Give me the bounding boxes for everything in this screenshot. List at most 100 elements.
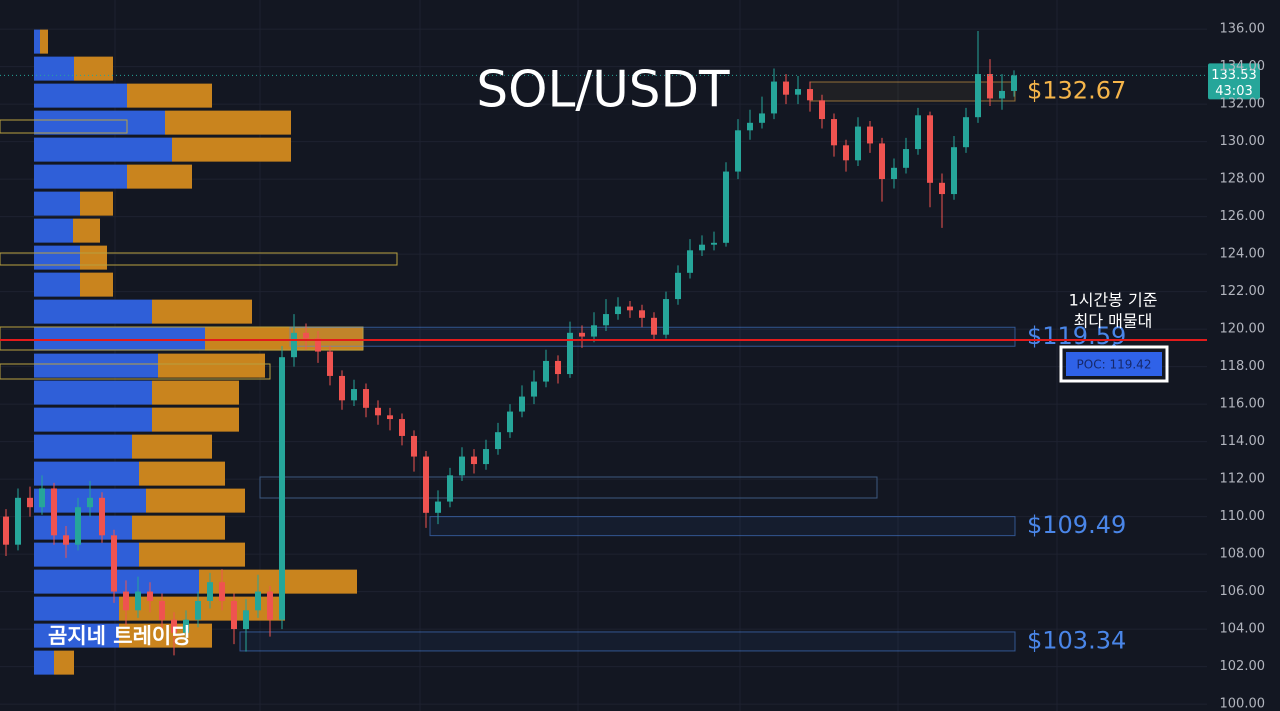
profile-buy: [34, 245, 80, 270]
candle-body: [111, 535, 117, 592]
profile-sell: [54, 650, 74, 675]
candle-body: [51, 488, 57, 536]
level-label: $119.59: [1027, 322, 1126, 350]
y-tick-label: 112.00: [1220, 472, 1266, 487]
zone-box: [0, 326, 364, 351]
profile-sell: [80, 191, 113, 216]
profile-buy: [34, 623, 119, 648]
profile-sell: [80, 245, 107, 270]
candle-body: [339, 375, 345, 401]
candle-body: [579, 332, 585, 337]
y-tick-label: 132.00: [1220, 97, 1266, 112]
y-tick-label: 130.00: [1220, 134, 1266, 149]
profile-sell: [139, 461, 225, 486]
candle-body: [255, 591, 261, 611]
profile-sell: [165, 110, 291, 135]
candle-body: [903, 149, 909, 168]
candle-body: [495, 432, 501, 450]
candle-body: [87, 497, 93, 508]
candle-body: [999, 90, 1005, 99]
level-label: $109.49: [1027, 511, 1126, 539]
level-zone: [239, 631, 1016, 652]
zone-box: [0, 119, 128, 134]
annotation: 최다 매물대: [1074, 312, 1153, 331]
candle-body: [207, 582, 213, 601]
candle-body: [591, 325, 597, 337]
last-price: 133.53: [1211, 68, 1257, 83]
profile-buy: [34, 326, 205, 351]
candle-body: [651, 317, 657, 335]
profile-sell: [127, 83, 212, 108]
candle-body: [219, 582, 225, 601]
candle-body: [963, 117, 969, 148]
profile-buy: [34, 461, 139, 486]
profile-sell: [74, 56, 113, 81]
profile-buy: [34, 650, 54, 675]
candle-body: [159, 600, 165, 620]
candle-body: [327, 351, 333, 376]
candle-body: [927, 115, 933, 183]
profile-buy: [34, 110, 165, 135]
candle-body: [27, 497, 33, 508]
profile-sell: [158, 353, 265, 378]
y-tick-label: 116.00: [1220, 397, 1266, 412]
profile-sell: [132, 434, 212, 459]
y-tick-label: 108.00: [1220, 547, 1266, 562]
profile-buy: [34, 164, 127, 189]
candle-body: [819, 100, 825, 120]
candle-body: [723, 171, 729, 243]
profile-sell: [40, 29, 48, 54]
level-label: $132.67: [1027, 77, 1126, 105]
candle-body: [747, 122, 753, 131]
profile-sell: [119, 623, 212, 648]
profile-buy: [34, 29, 40, 54]
candle-body: [567, 332, 573, 375]
candle-body: [375, 407, 381, 416]
candle-body: [267, 591, 273, 620]
candle-body: [243, 610, 249, 630]
watermark: 곰지네 트레이딩: [48, 624, 191, 648]
profile-sell: [127, 164, 192, 189]
candle-body: [99, 497, 105, 536]
candle-body: [435, 501, 441, 513]
profile-buy: [34, 299, 152, 324]
candle-body: [351, 389, 357, 401]
profile-buy: [34, 515, 132, 540]
y-tick-label: 124.00: [1220, 247, 1266, 262]
candle-body: [399, 419, 405, 436]
profile-buy: [34, 218, 73, 243]
level-zone: [429, 516, 1016, 537]
zones: [0, 119, 878, 499]
candle-body: [147, 591, 153, 601]
candle-body: [663, 299, 669, 335]
annotation: 1시간봉 기준: [1069, 291, 1158, 310]
profile-sell: [80, 272, 113, 297]
profile-buy: [34, 596, 119, 621]
zone-box: [0, 252, 398, 266]
candle-body: [363, 389, 369, 408]
profile-buy: [34, 83, 127, 108]
candle-body: [675, 272, 681, 300]
candle-body: [831, 119, 837, 146]
candle-body: [63, 535, 69, 545]
candles: [3, 30, 1017, 656]
candle-body: [555, 360, 561, 375]
candle-body: [447, 475, 453, 502]
candle-body: [543, 360, 549, 382]
candle-body: [627, 306, 633, 311]
candle-body: [507, 411, 513, 433]
grid: [0, 28, 1207, 705]
profile-buy: [34, 353, 158, 378]
candle-body: [939, 182, 945, 195]
y-tick-label: 100.00: [1220, 697, 1266, 711]
profile-buy: [34, 191, 80, 216]
candle-body: [867, 126, 873, 144]
candle-body: [735, 130, 741, 172]
candle-body: [783, 81, 789, 95]
volume-profile: [34, 29, 363, 675]
candle-body: [135, 591, 141, 611]
profile-sell: [152, 299, 252, 324]
candle-body: [615, 306, 621, 315]
candle-body: [915, 115, 921, 150]
